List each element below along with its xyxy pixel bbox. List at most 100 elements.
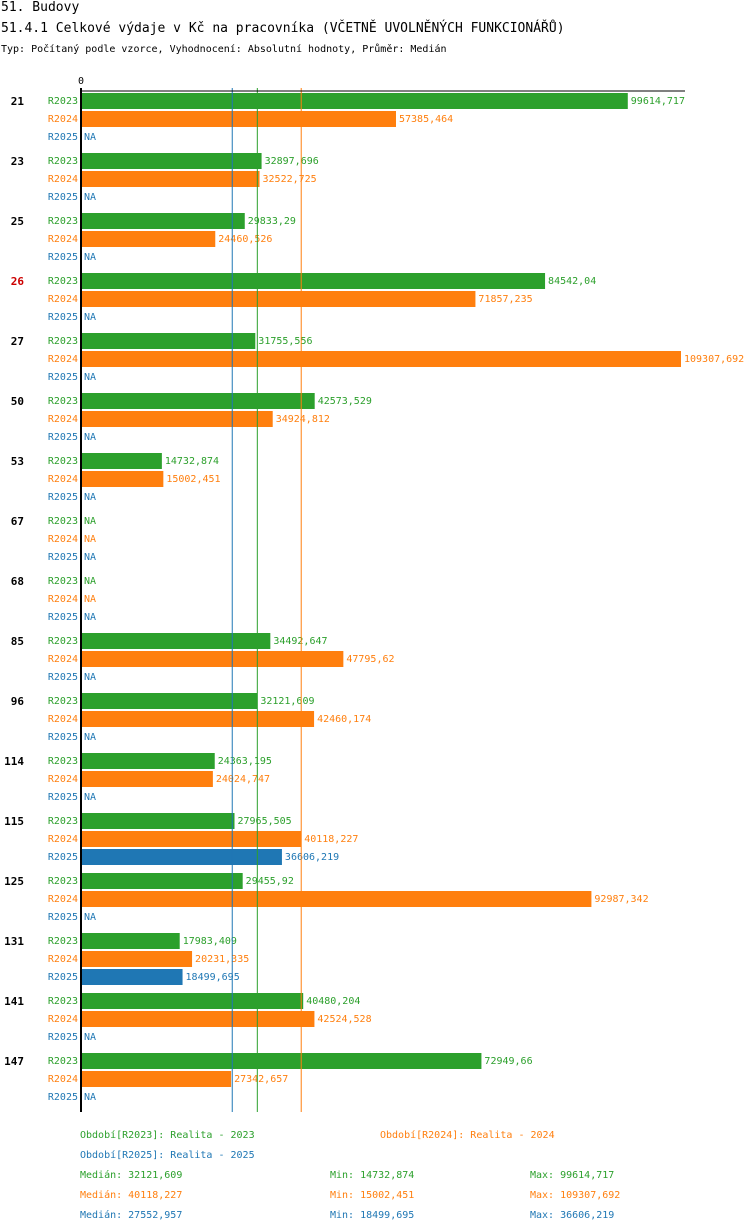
category-label: 85 [11, 635, 24, 648]
series-label: R2023 [48, 996, 78, 1007]
series-label: R2023 [48, 876, 78, 887]
series-label: R2025 [48, 852, 78, 863]
chart-info: Typ: Počítaný podle vzorce, Vyhodnocení:… [1, 44, 447, 55]
data-label: 84542,04 [548, 276, 596, 287]
data-label: 57385,464 [399, 114, 453, 125]
series-label: R2024 [48, 474, 78, 485]
series-label: R2024 [48, 834, 78, 845]
data-label: NA [84, 516, 96, 527]
series-label: R2024 [48, 1074, 78, 1085]
data-label: 27965,505 [238, 816, 292, 827]
series-label: R2023 [48, 696, 78, 707]
legend-period: Období[R2024]: Realita - 2024 [380, 1129, 555, 1141]
series-label: R2023 [48, 216, 78, 227]
series-label: R2023 [48, 96, 78, 107]
bars-layer [81, 93, 681, 1087]
data-label: 24024,747 [216, 774, 270, 785]
series-label: R2024 [48, 414, 78, 425]
category-label: 25 [11, 215, 24, 228]
bar [81, 1053, 482, 1069]
data-label: 34492,647 [273, 636, 327, 647]
data-label: 18499,695 [186, 972, 240, 983]
series-label: R2025 [48, 672, 78, 683]
labels-layer: 21 R2023 99614,717 R2024 57385,464 R2025 NA 23 R… [4, 95, 744, 1103]
series-label: R2025 [48, 732, 78, 743]
legend-min: Min: 18499,695 [330, 1210, 414, 1221]
bar [81, 813, 235, 829]
page-section-title: 51. Budovy [1, 0, 80, 15]
category-label: 53 [11, 455, 24, 468]
legend-max: Max: 109307,692 [530, 1190, 620, 1201]
series-label: R2025 [48, 372, 78, 383]
category-label: 125 [4, 875, 24, 888]
bar [81, 273, 546, 289]
data-label: 20231,335 [195, 954, 249, 965]
bar [81, 171, 260, 187]
series-label: R2024 [48, 174, 78, 185]
category-label: 27 [11, 335, 24, 348]
legend-median: Medián: 27552,957 [80, 1209, 182, 1221]
series-label: R2025 [48, 552, 78, 563]
data-label: 27342,657 [234, 1074, 288, 1085]
series-label: R2023 [48, 636, 78, 647]
data-label: NA [84, 1092, 96, 1103]
category-label: 23 [11, 155, 24, 168]
series-label: R2025 [48, 612, 78, 623]
bar [81, 891, 592, 907]
bar [81, 453, 162, 469]
bar [81, 849, 282, 865]
bar [81, 969, 183, 985]
data-label: NA [84, 732, 96, 743]
legend-min: Min: 14732,874 [330, 1170, 414, 1181]
series-label: R2024 [48, 774, 78, 785]
bar [81, 471, 164, 487]
chart-title: 51.4.1 Celkové výdaje v Kč na pracovníka… [1, 21, 565, 36]
legend-period: Období[R2025]: Realita - 2025 [80, 1149, 255, 1161]
data-label: 40118,227 [304, 834, 358, 845]
category-label: 26 [11, 275, 25, 288]
data-label: 34924,812 [276, 414, 330, 425]
data-label: 92987,342 [594, 894, 648, 905]
series-label: R2023 [48, 456, 78, 467]
data-label: 72949,66 [484, 1056, 532, 1067]
series-label: R2023 [48, 816, 78, 827]
category-label: 131 [4, 935, 24, 948]
series-label: R2024 [48, 1014, 78, 1025]
series-label: R2025 [48, 972, 78, 983]
data-label: NA [84, 612, 96, 623]
data-label: NA [84, 372, 96, 383]
data-label: 109307,692 [684, 354, 744, 365]
series-label: R2025 [48, 792, 78, 803]
data-label: 24363,195 [218, 756, 272, 767]
data-label: 32897,696 [265, 156, 319, 167]
series-label: R2025 [48, 1092, 78, 1103]
bar [81, 1011, 315, 1027]
data-label: NA [84, 594, 96, 605]
data-label: 99614,717 [631, 96, 685, 107]
bar [81, 693, 258, 709]
series-label: R2024 [48, 894, 78, 905]
series-label: R2024 [48, 534, 78, 545]
series-label: R2023 [48, 936, 78, 947]
data-label: NA [84, 792, 96, 803]
bar [81, 111, 396, 127]
category-label: 147 [4, 1055, 24, 1068]
bar [81, 633, 271, 649]
series-label: R2024 [48, 954, 78, 965]
category-label: 68 [11, 575, 24, 588]
data-label: NA [84, 1032, 96, 1043]
data-label: 40480,204 [306, 996, 360, 1007]
bar [81, 411, 273, 427]
series-label: R2024 [48, 714, 78, 725]
bar [81, 1071, 232, 1087]
legend-min: Min: 15002,451 [330, 1190, 414, 1201]
data-label: 42573,529 [318, 396, 372, 407]
bar [81, 933, 180, 949]
series-label: R2025 [48, 432, 78, 443]
data-label: 24460,526 [218, 234, 272, 245]
data-label: NA [84, 312, 96, 323]
series-label: R2023 [48, 576, 78, 587]
bar [81, 651, 344, 667]
bar [81, 393, 315, 409]
